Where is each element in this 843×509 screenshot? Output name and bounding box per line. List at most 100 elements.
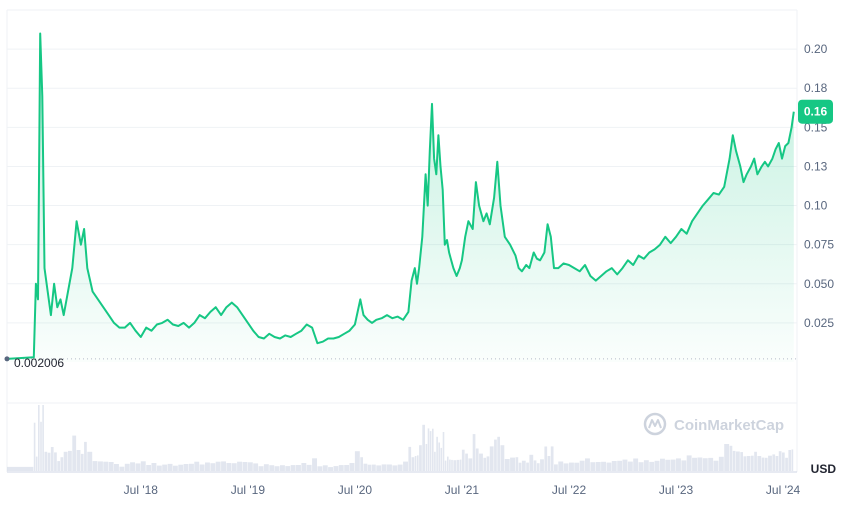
volume-bar xyxy=(403,461,408,471)
volume-bar xyxy=(563,463,569,471)
volume-bar xyxy=(670,459,676,471)
volume-bar xyxy=(649,461,655,471)
volume-bar xyxy=(459,459,462,471)
volume-bar xyxy=(63,451,68,471)
volume-bar xyxy=(247,462,253,471)
x-tick-label: Jul '24 xyxy=(766,483,801,497)
y-tick-label: 0.15 xyxy=(804,120,828,134)
volume-bar xyxy=(189,463,194,471)
volume-bar xyxy=(544,446,548,471)
volume-bar xyxy=(611,461,617,471)
volume-bar xyxy=(429,431,432,471)
volume-bar xyxy=(486,456,490,471)
volume-bar xyxy=(472,434,476,471)
volume-bar xyxy=(518,462,522,471)
volume-bar xyxy=(414,456,417,471)
volume-bar xyxy=(328,467,333,471)
volume-bar xyxy=(447,456,449,471)
volume-bar xyxy=(638,462,644,471)
volume-bar xyxy=(422,424,425,471)
volume-bar xyxy=(757,456,762,471)
volume-bar xyxy=(497,436,500,471)
volume-bar xyxy=(536,463,540,471)
volume-bar xyxy=(461,449,465,471)
volume-bar xyxy=(50,447,54,471)
volume-bar xyxy=(585,458,590,471)
volume-bar xyxy=(263,464,269,471)
volume-bar xyxy=(483,457,487,471)
volume-bar xyxy=(440,447,443,471)
volume-bar xyxy=(119,466,125,471)
volume-bar xyxy=(130,462,135,471)
volume-bar xyxy=(434,451,436,471)
volume-bar xyxy=(146,465,152,471)
volume-bar xyxy=(554,464,558,471)
volume-bar xyxy=(417,455,419,471)
volume-bar xyxy=(114,464,119,471)
volume-bar xyxy=(290,465,296,471)
volume-bar xyxy=(44,451,48,471)
volume-bar xyxy=(135,463,141,471)
volume-bar xyxy=(54,452,57,471)
volume-bar xyxy=(494,439,497,471)
volume-bar xyxy=(453,460,457,471)
volume-bar xyxy=(697,457,703,471)
volume-bar xyxy=(40,421,42,471)
volume-bar xyxy=(643,460,649,471)
volume-bar xyxy=(280,465,285,471)
volume-bar xyxy=(622,459,628,471)
volume-bar xyxy=(178,464,184,471)
x-tick-label: Jul '23 xyxy=(659,483,694,497)
volume-bar xyxy=(60,457,64,471)
y-tick-label: 0.18 xyxy=(804,81,828,95)
volume-bar xyxy=(746,456,751,471)
volume-bar xyxy=(210,463,216,471)
volume-bar xyxy=(654,460,660,471)
volume-bar xyxy=(108,462,114,471)
volume-bar xyxy=(740,452,743,471)
volume-bar xyxy=(590,462,596,471)
volume-bar xyxy=(354,451,360,471)
volume-bar xyxy=(344,465,350,471)
volume-bar xyxy=(526,462,529,471)
volume-bar xyxy=(533,460,537,471)
x-tick-label: Jul '20 xyxy=(338,483,373,497)
current-price-label: 0.16 xyxy=(804,105,828,119)
x-axis-ticks: Jul '18 Jul '19 Jul '20 Jul '21 Jul '22 Jul '… xyxy=(124,483,801,497)
volume-bar xyxy=(743,456,747,471)
volume-bar xyxy=(504,459,510,471)
y-tick-label: 0.025 xyxy=(804,316,834,330)
volume-bar xyxy=(732,450,736,471)
volume-bar xyxy=(686,455,692,471)
volume-bar xyxy=(80,453,84,471)
volume-bar xyxy=(510,457,515,471)
current-price-badge xyxy=(798,99,833,124)
currency-label: USD xyxy=(811,462,837,476)
volume-bar xyxy=(791,449,794,471)
volume-bar xyxy=(87,451,93,471)
volume-bar xyxy=(312,458,317,471)
volume-bar xyxy=(205,462,210,471)
volume-bar xyxy=(72,435,77,471)
volume-bar xyxy=(156,465,162,471)
volume-bar xyxy=(172,465,178,471)
volume-bar xyxy=(68,450,72,471)
y-axis-ticks: 0.025 0.050 0.075 0.10 0.13 0.15 0.18 0.20 xyxy=(804,42,834,330)
volume-bar xyxy=(547,456,551,471)
price-area xyxy=(7,33,794,362)
volume-bar xyxy=(432,428,434,471)
coinmarketcap-icon xyxy=(643,412,667,436)
volume-bar xyxy=(76,450,81,471)
volume-bar xyxy=(764,457,768,471)
volume-bar xyxy=(595,462,601,471)
x-tick-label: Jul '21 xyxy=(445,483,480,497)
volume-bar xyxy=(98,461,103,471)
volume-bar xyxy=(489,446,494,471)
volume-bar xyxy=(183,464,189,471)
volume-bar xyxy=(221,461,226,471)
volume-bar xyxy=(167,463,173,471)
volume-bar xyxy=(317,466,323,471)
volume-bar xyxy=(751,455,754,471)
volume-bar xyxy=(479,453,483,471)
